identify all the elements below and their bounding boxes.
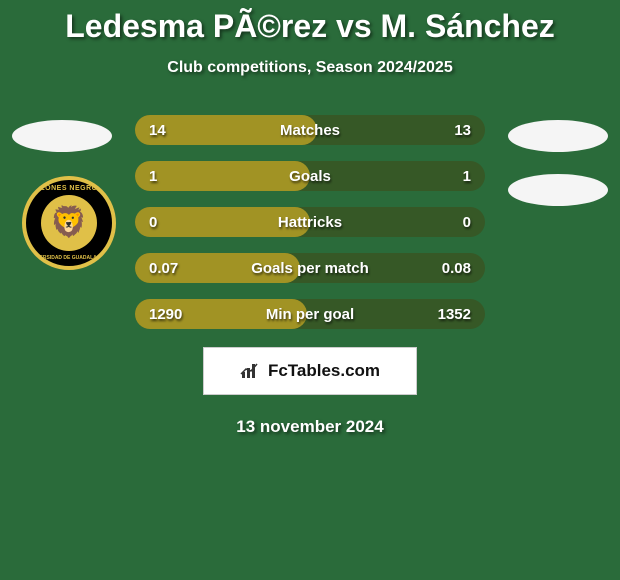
stat-value-right: 1 — [463, 168, 471, 185]
stat-label: Goals per match — [251, 260, 369, 277]
stat-row-fill — [135, 161, 310, 191]
stat-value-left: 1290 — [149, 306, 182, 323]
subtitle: Club competitions, Season 2024/2025 — [0, 59, 620, 77]
stat-value-left: 14 — [149, 122, 166, 139]
stat-row: 0.07 0.08 Goals per match — [135, 253, 485, 283]
stat-value-right: 0 — [463, 214, 471, 231]
stat-value-right: 13 — [454, 122, 471, 139]
brand-box: FcTables.com — [203, 347, 417, 395]
stat-row: 14 13 Matches — [135, 115, 485, 145]
stat-value-left: 0 — [149, 214, 157, 231]
bar-chart-icon — [240, 362, 262, 380]
date-text: 13 november 2024 — [0, 417, 620, 437]
page-title: Ledesma PÃ©rez vs M. Sánchez — [0, 0, 620, 45]
stat-value-right: 0.08 — [442, 260, 471, 277]
stat-value-left: 1 — [149, 168, 157, 185]
brand-text: FcTables.com — [268, 361, 380, 381]
stat-label: Min per goal — [266, 306, 354, 323]
stat-label: Goals — [289, 168, 331, 185]
comparison-card: Ledesma PÃ©rez vs M. Sánchez Club compet… — [0, 0, 620, 580]
stat-row: 1 1 Goals — [135, 161, 485, 191]
stat-row: 1290 1352 Min per goal — [135, 299, 485, 329]
stat-value-left: 0.07 — [149, 260, 178, 277]
stat-rows: 14 13 Matches 1 1 Goals 0 0 Hattricks 0.07 0.08 Goa… — [0, 115, 620, 329]
stat-label: Matches — [280, 122, 340, 139]
stat-row: 0 0 Hattricks — [135, 207, 485, 237]
stat-value-right: 1352 — [438, 306, 471, 323]
stat-label: Hattricks — [278, 214, 342, 231]
